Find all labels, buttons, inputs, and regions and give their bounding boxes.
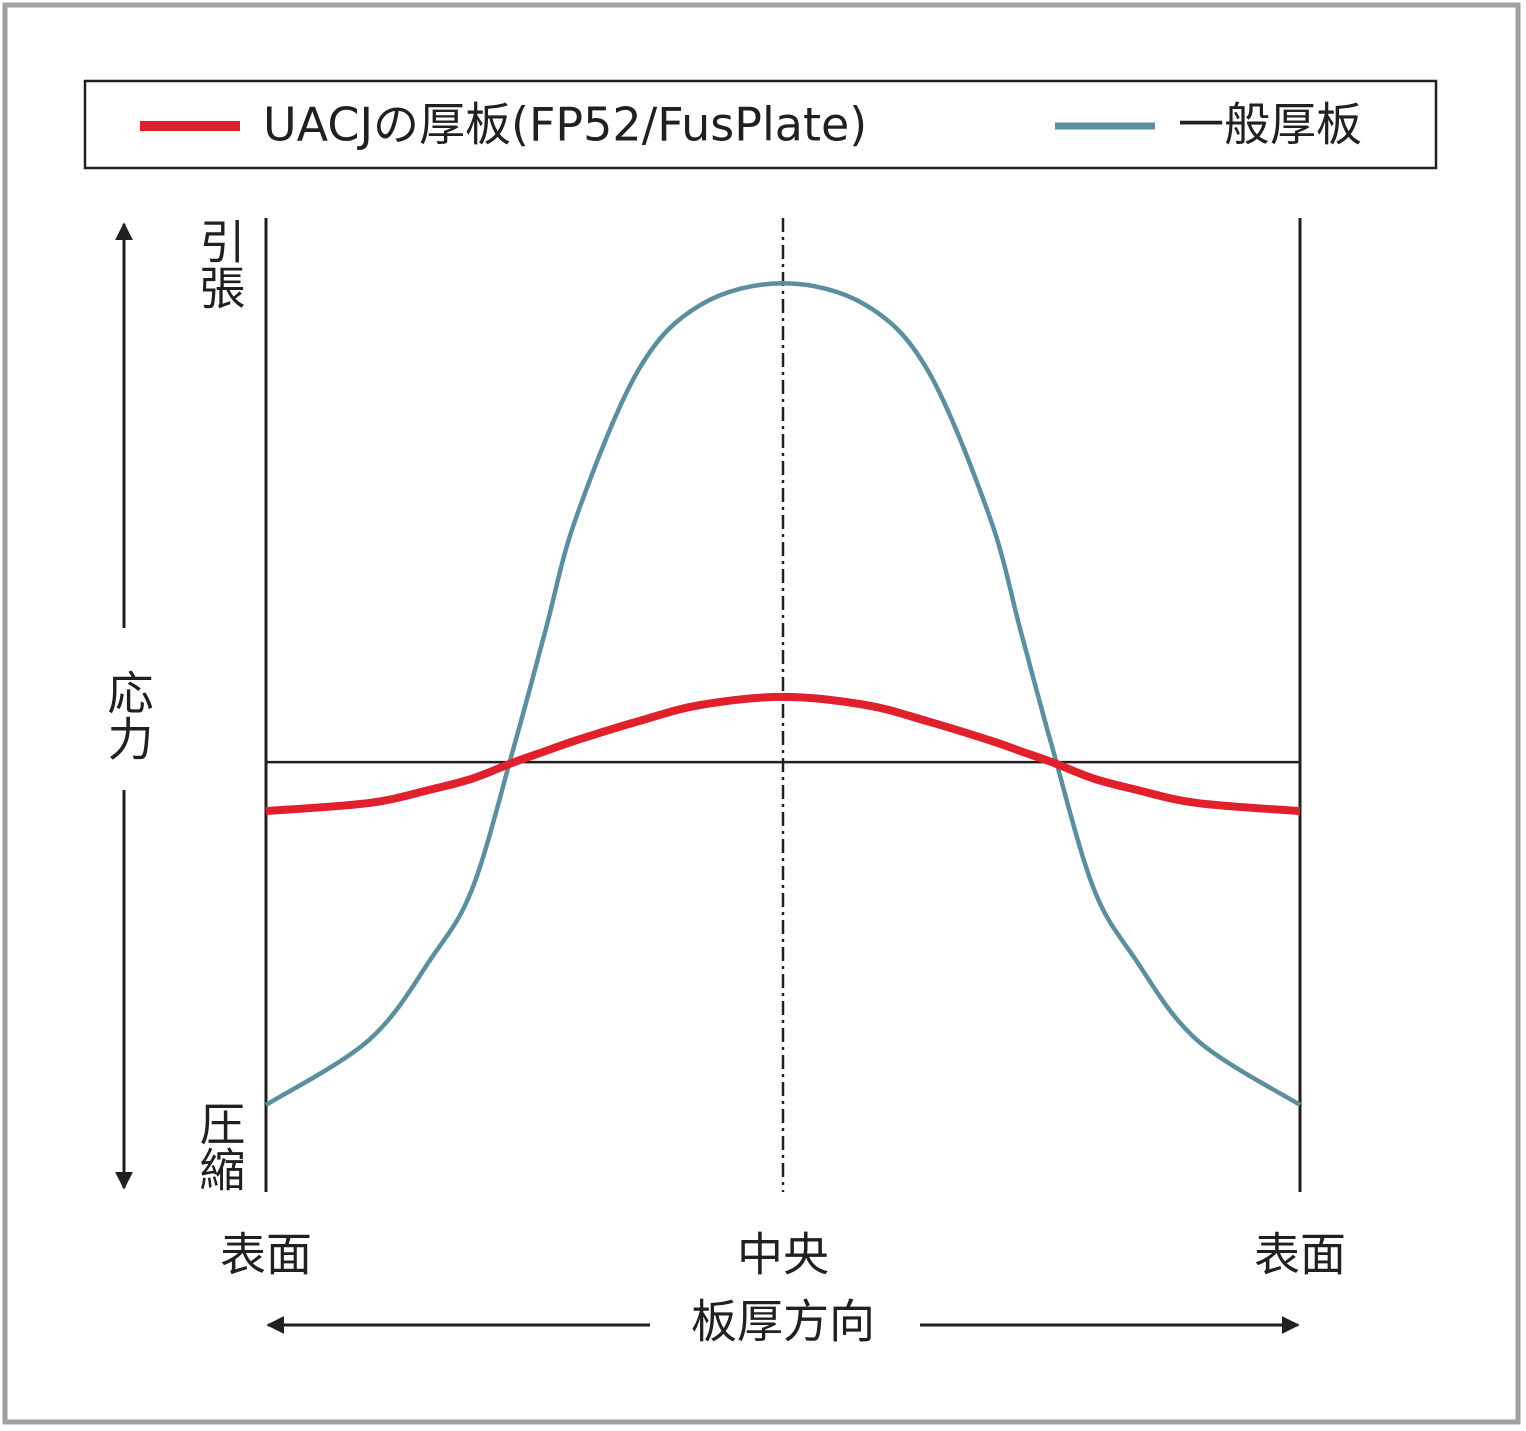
legend-label: 一般厚板 <box>1178 98 1362 152</box>
line-series <box>264 281 1302 1107</box>
legend-box <box>83 79 1438 170</box>
legend-label: UACJの厚板(FP52/FusPlate) <box>263 98 867 152</box>
x-tick-label: 中央 <box>737 1228 829 1282</box>
y-tick-label: 引張 <box>193 218 247 310</box>
x-tick-label: 表面 <box>220 1228 312 1282</box>
y-tick-label: 圧縮 <box>193 1100 247 1192</box>
y-axis-label: 応力 <box>101 669 155 761</box>
x-axis-label: 板厚方向 <box>691 1295 875 1349</box>
x-tick-label: 表面 <box>1254 1228 1346 1282</box>
line-series <box>265 692 1301 816</box>
